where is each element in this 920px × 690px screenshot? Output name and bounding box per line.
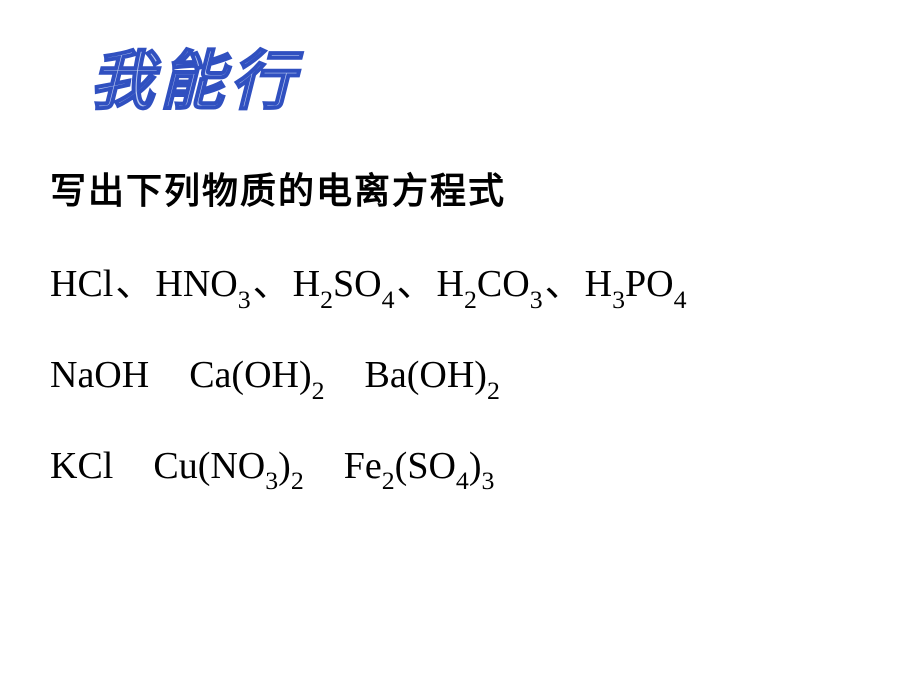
slide-container: 我能行 写出下列物质的电离方程式 HCl、HNO3、H2SO4、H2CO3、H3… xyxy=(0,0,920,690)
slide-title: 我能行 xyxy=(90,30,870,122)
formula-line-2: NaOHCa(OH)2Ba(OH)2 xyxy=(50,345,870,408)
formula-line-3: KClCu(NO3)2Fe2(SO4)3 xyxy=(50,436,870,499)
instruction-text: 写出下列物质的电离方程式 xyxy=(50,162,870,214)
formula-line-1: HCl、HNO3、H2SO4、H2CO3、H3PO4 xyxy=(50,254,870,317)
